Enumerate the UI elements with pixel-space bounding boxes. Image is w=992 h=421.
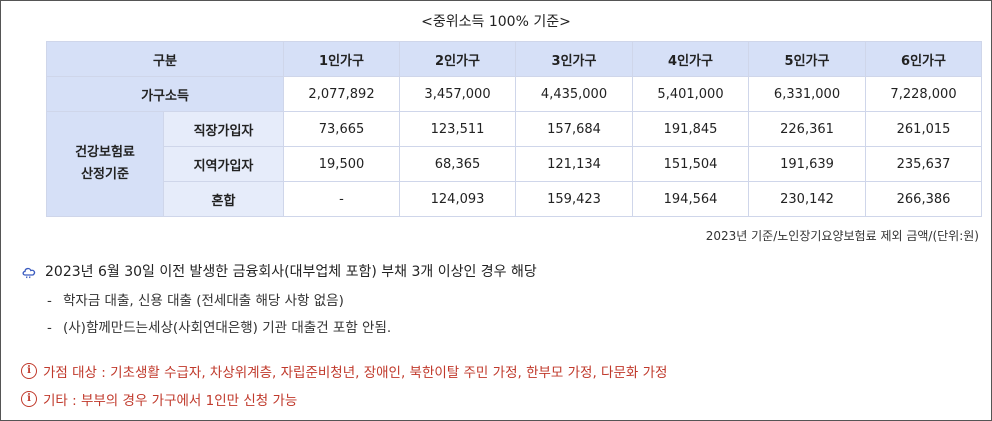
table-cell: 191,845 [632,111,750,147]
row-label: 혼합 [162,181,285,217]
group-label-line: 건강보험료 [75,145,135,160]
row-label: 지역가입자 [162,146,285,182]
list-item: - 학자금 대출, 신용 대출 (전세대출 해당 사항 없음) [47,293,344,309]
unit-note: 2023년 기준/노인장기요양보험료 제외 금액/(단위:원) [705,229,979,243]
table-cell: 19,500 [283,146,401,182]
debt-condition-note: 2023년 6월 30일 이전 발생한 금융회사(대부업체 포함) 부채 3개 … [21,261,537,281]
info-icon: i [21,391,37,407]
table-cell: 123,511 [399,111,517,147]
list-item-text: (사)함께만드는세상(사회연대은행) 기관 대출건 포함 안됨. [63,320,392,336]
table-cell: 151,504 [632,146,750,182]
table-cell: 121,134 [515,146,634,182]
table-caption: <중위소득 100% 기준> [421,14,571,30]
table-cell: 124,093 [399,181,517,217]
table-cell: 266,386 [865,181,983,217]
table-cell: 261,015 [865,111,983,147]
table-cell: 68,365 [399,146,517,182]
header-cell: 4인가구 [632,41,750,77]
cloud-icon [22,267,36,279]
table-cell: 191,639 [748,146,867,182]
info-icon: i [21,363,37,379]
table-cell: 159,423 [515,181,634,217]
table-cell: 2,077,892 [283,76,401,112]
table-row: 혼합 - 124,093 159,423 194,564 230,142 266… [47,181,983,217]
list-item-text: 학자금 대출, 신용 대출 (전세대출 해당 사항 없음) [63,293,344,309]
table-cell: 194,564 [632,181,750,217]
header-cell: 구분 [45,41,285,77]
bonus-target-text: 가점 대상 : 기초생활 수급자, 차상위계층, 자립준비청년, 장애인, 북한… [43,365,668,381]
header-cell: 5인가구 [748,41,867,77]
table-cell: 230,142 [748,181,867,217]
table-cell: 235,637 [865,146,983,182]
table-cell: 226,361 [748,111,867,147]
table-cell: 73,665 [283,111,401,147]
table-cell: 6,331,000 [748,76,867,112]
table-row: 건강보험료 산정기준 직장가입자 73,665 123,511 157,684 … [46,111,983,217]
header-cell: 1인가구 [283,41,401,77]
table-cell: 7,228,000 [865,76,983,112]
table-cell: 5,401,000 [632,76,750,112]
header-cell: 2인가구 [399,41,517,77]
header-cell: 3인가구 [515,41,634,77]
table-cell: 4,435,000 [515,76,634,112]
row-label: 가구소득 [45,76,285,112]
other-info-line: i 기타 : 부부의 경우 가구에서 1인만 신청 가능 [21,389,297,409]
table-header-row: 구분 1인가구 2인가구 3인가구 4인가구 5인가구 6인가구 [45,41,983,77]
table-row: 가구소득 2,077,892 3,457,000 4,435,000 5,401… [45,76,983,112]
group-label: 건강보험료 산정기준 [46,111,164,217]
table-cell: 157,684 [515,111,634,147]
income-table: 구분 1인가구 2인가구 3인가구 4인가구 5인가구 6인가구 가구소득 2,… [45,41,983,217]
table-row: 지역가입자 19,500 68,365 121,134 151,504 191,… [47,146,983,182]
other-info-text: 기타 : 부부의 경우 가구에서 1인만 신청 가능 [43,393,298,409]
group-label-line: 산정기준 [81,167,129,182]
row-label: 직장가입자 [162,111,285,147]
bonus-target-line: i 가점 대상 : 기초생활 수급자, 차상위계층, 자립준비청년, 장애인, … [21,361,667,381]
table-cell: - [283,181,401,217]
header-cell: 6인가구 [865,41,983,77]
debt-condition-text: 2023년 6월 30일 이전 발생한 금융회사(대부업체 포함) 부채 3개 … [45,264,537,280]
table-cell: 3,457,000 [399,76,517,112]
list-item: - (사)함께만드는세상(사회연대은행) 기관 대출건 포함 안됨. [47,320,392,336]
